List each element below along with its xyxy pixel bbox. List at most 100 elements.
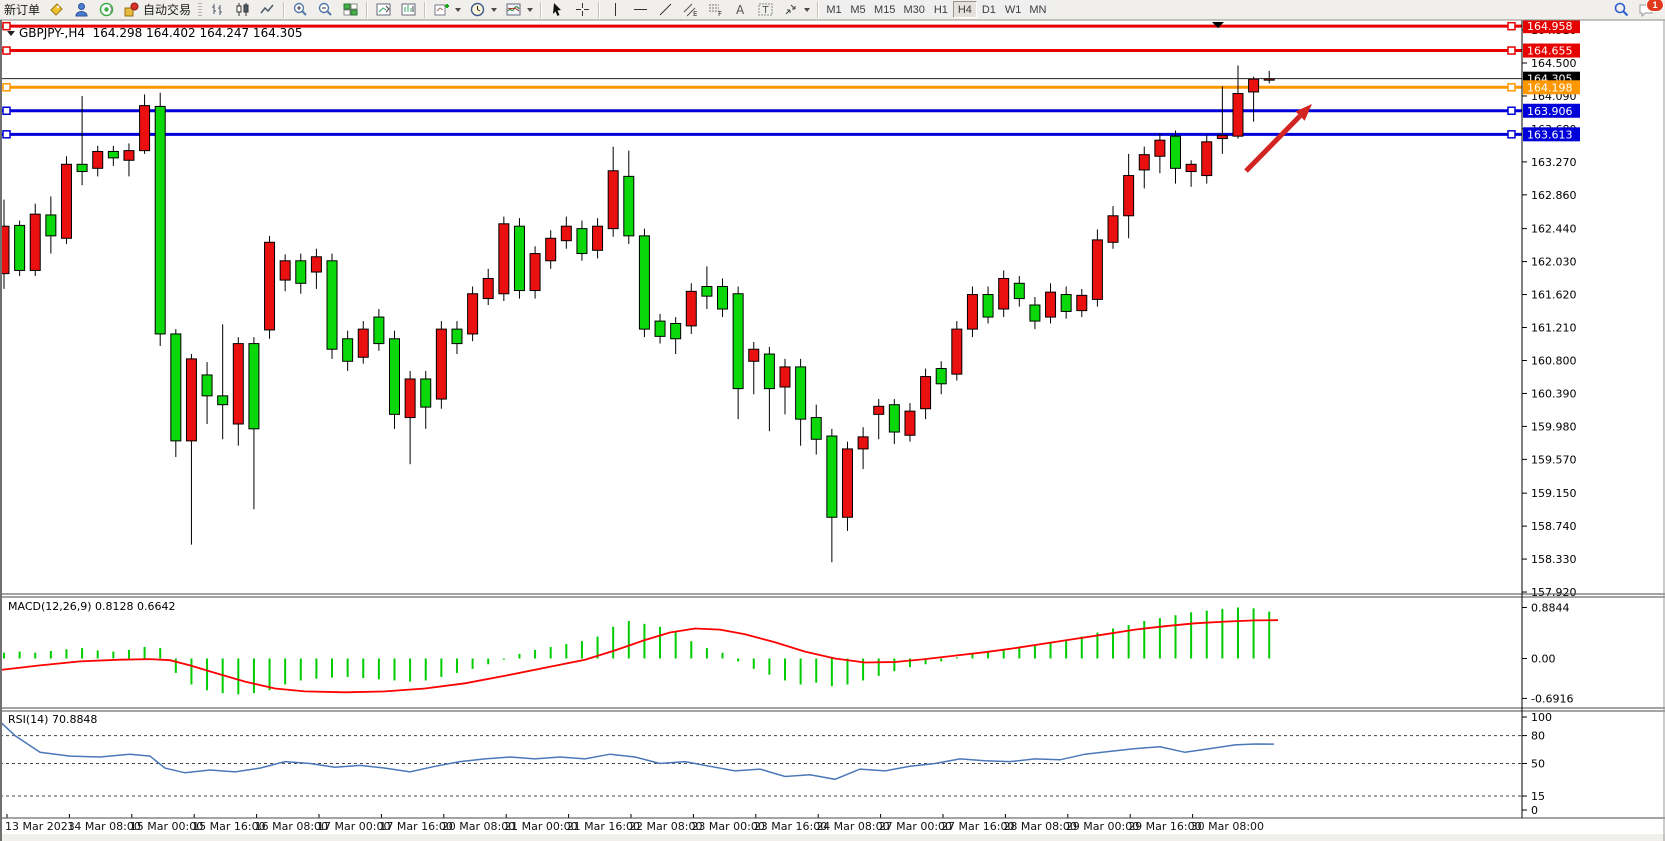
tile-windows-icon [342, 1, 359, 18]
price-tag-button[interactable] [45, 1, 68, 19]
fibonacci-tool-button[interactable]: F [704, 1, 727, 19]
text-tool-button[interactable]: A [729, 1, 752, 19]
candle-body-up [1123, 175, 1135, 217]
candle-body-down [170, 333, 182, 442]
hline-tool-button[interactable] [629, 1, 652, 19]
channel-tool-button[interactable]: E [679, 1, 702, 19]
notification-count-badge: 1 [1646, 0, 1664, 12]
arrows-tool-button[interactable] [779, 1, 813, 19]
candlestick-mode-button[interactable] [231, 1, 254, 19]
profile-button[interactable] [70, 1, 93, 19]
hline-handle[interactable] [1507, 83, 1516, 92]
zoom-in-button[interactable] [289, 1, 312, 19]
candle-body-down [389, 338, 400, 415]
candle-body-down [826, 435, 838, 518]
cursor-arrow-icon [549, 1, 566, 18]
candle-body-up [1138, 154, 1150, 171]
add-indicator-icon [433, 1, 450, 18]
price-tick-label: 163.270 [1531, 156, 1577, 169]
gold-tag-icon [48, 1, 65, 18]
timeframe-m30-button[interactable]: M30 [899, 1, 929, 18]
candle-body-up [1201, 141, 1213, 177]
timeframe-h1-button[interactable]: H1 [928, 1, 953, 18]
bar-chart-mode-button[interactable] [206, 1, 229, 19]
candle-body-down [795, 366, 807, 420]
candle-body-up [857, 436, 869, 450]
period-button[interactable] [466, 1, 500, 19]
autotrade-icon [123, 1, 140, 18]
candle-body-up [279, 260, 291, 281]
candle-body-up [873, 405, 885, 415]
hline-handle[interactable] [1507, 106, 1516, 116]
rsi-axis-label: 0 [1531, 804, 1538, 817]
price-badge-text: 164.958 [1527, 20, 1573, 33]
price-badge [1523, 127, 1580, 142]
hline-handle[interactable] [2, 21, 11, 31]
macd-indicator-label: MACD(12,26,9) 0.8128 0.6642 [8, 600, 176, 613]
vline-tool-button[interactable] [604, 1, 627, 19]
price-tick-label: 160.390 [1531, 387, 1577, 400]
rsi-axis-label: 100 [1531, 711, 1552, 724]
line-chart-mode-button[interactable] [256, 1, 279, 19]
tile-windows-button[interactable] [339, 1, 362, 19]
macd-signal-line [0, 619, 1279, 694]
crosshair-tool-button[interactable] [571, 1, 594, 19]
trendline-icon [657, 1, 674, 18]
hline-handle[interactable] [2, 83, 11, 92]
toolbar-separator [598, 1, 601, 18]
price-badge-text: 163.613 [1527, 128, 1573, 141]
candle-body-up [185, 358, 197, 442]
autotrade-button[interactable]: 自动交易 [120, 1, 194, 19]
trend-arrow-head[interactable] [1295, 104, 1313, 121]
svg-text:F: F [718, 10, 722, 18]
symbol-dropdown-icon[interactable] [7, 30, 15, 36]
template-button[interactable] [502, 1, 536, 19]
timeframe-m1-button[interactable]: M1 [822, 1, 847, 18]
equidistant-channel-icon: E [682, 1, 699, 18]
indicator-window-button[interactable] [372, 1, 395, 19]
timeframe-m5-button[interactable]: M5 [846, 1, 871, 18]
add-indicator-button[interactable] [430, 1, 464, 19]
candle-body-up [232, 343, 244, 425]
trend-arrow[interactable] [1244, 114, 1302, 173]
candle-body-down [810, 417, 822, 440]
timeframe-m15-button[interactable]: M15 [870, 1, 900, 18]
candle-body-down [935, 368, 947, 385]
candle-body-down [154, 105, 166, 335]
hline-handle[interactable] [2, 106, 11, 116]
rsi-line [0, 721, 1275, 781]
candle-body-up [607, 170, 619, 230]
time-label: 30 Mar 08:00 [1191, 820, 1264, 833]
cursor-tool-button[interactable] [546, 1, 569, 19]
candle-body-down [982, 294, 994, 318]
chart-shift-marker-icon[interactable] [1212, 22, 1224, 28]
hline-handle[interactable] [2, 46, 11, 55]
candle-body-up [998, 277, 1010, 310]
dropdown-arrow-icon [804, 7, 811, 12]
notifications-button[interactable]: 1 [1635, 0, 1664, 19]
new-order-button[interactable]: 新订单 [1, 1, 43, 19]
hline-handle[interactable] [1507, 130, 1516, 139]
hline-handle[interactable] [2, 130, 11, 139]
candle-body-down [420, 378, 432, 408]
candle-body-down [373, 316, 385, 345]
timeframe-h4-button[interactable]: H4 [952, 1, 977, 18]
trendline-tool-button[interactable] [654, 1, 677, 19]
rsi-axis-label: 80 [1531, 730, 1545, 743]
candle-body-down [326, 260, 338, 350]
zoom-out-button[interactable] [314, 1, 337, 19]
timeframe-d1-button[interactable]: D1 [976, 1, 1001, 18]
candle-body-up [1232, 93, 1244, 137]
signals-button[interactable] [95, 1, 118, 19]
hline-handle[interactable] [1507, 46, 1516, 55]
timeframe-mn-button[interactable]: MN [1025, 1, 1051, 18]
hline-handle[interactable] [1507, 21, 1516, 31]
time-label: 16 Mar 08:00 [255, 820, 328, 833]
candle-body-up [966, 294, 978, 330]
search-button[interactable] [1610, 1, 1633, 19]
price-tick-label: 162.030 [1531, 256, 1577, 269]
indicator-attach-button[interactable] [397, 1, 420, 19]
timeframe-w1-button[interactable]: W1 [1000, 1, 1026, 18]
text-label-tool-button[interactable]: T [754, 1, 777, 19]
price-badge [1523, 43, 1580, 58]
